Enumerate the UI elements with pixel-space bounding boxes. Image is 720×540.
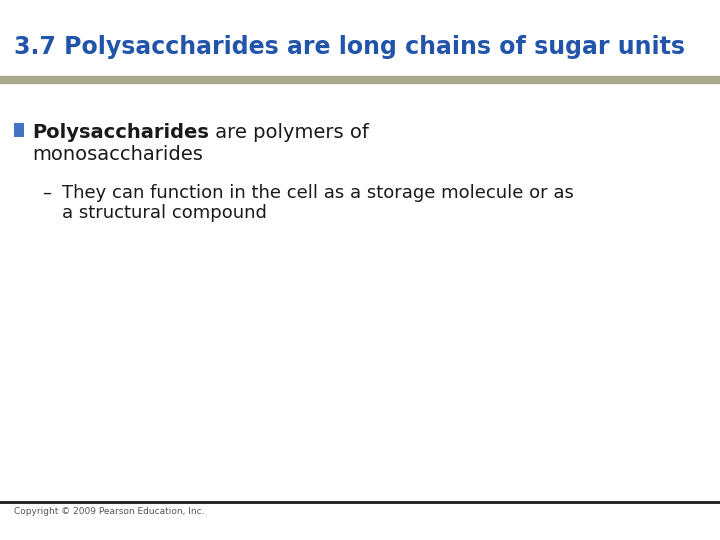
Text: –: – [42, 184, 51, 202]
Text: are polymers of: are polymers of [209, 123, 369, 142]
Bar [14, 123, 24, 137]
Text: Copyright © 2009 Pearson Education, Inc.: Copyright © 2009 Pearson Education, Inc. [14, 507, 204, 516]
Text: They can function in the cell as a storage molecule or as: They can function in the cell as a stora… [62, 184, 574, 202]
Text: monosaccharides: monosaccharides [32, 145, 203, 164]
Text: 3.7 Polysaccharides are long chains of sugar units: 3.7 Polysaccharides are long chains of s… [14, 35, 685, 59]
Text: Polysaccharides: Polysaccharides [32, 123, 209, 142]
Text: a structural compound: a structural compound [62, 204, 267, 222]
